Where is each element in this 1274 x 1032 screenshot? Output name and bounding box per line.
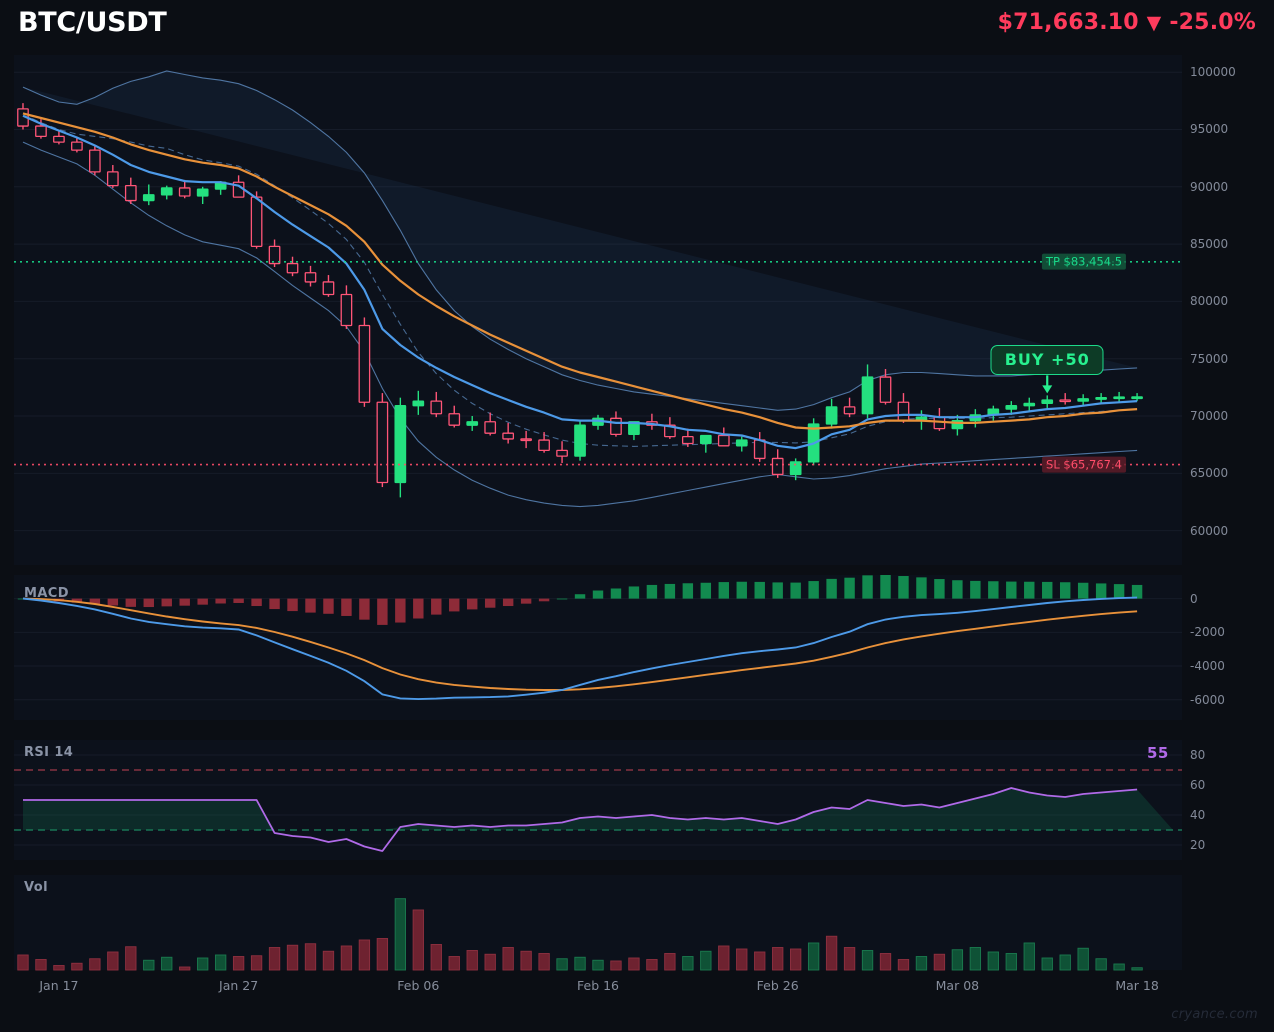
candlestick-series[interactable]	[17, 55, 1173, 498]
price-quote: $71,663.10 ▼ -25.0%	[998, 10, 1256, 35]
macd-panel: MACD	[0, 575, 1274, 720]
macd-ytick: 0	[1190, 591, 1198, 606]
volume-panel: Vol	[0, 875, 1274, 971]
macd-ytick: -2000	[1190, 625, 1225, 640]
macd-histogram	[17, 575, 1143, 625]
x-axis-tick-label: Jan 27	[219, 978, 259, 993]
macd-ytick: -6000	[1190, 692, 1225, 707]
rsi-panel: RSI 14 55	[0, 740, 1274, 860]
price-ytick: 100000	[1190, 65, 1236, 80]
macd-ytick: -4000	[1190, 659, 1225, 674]
price-plot-area[interactable]	[14, 55, 1182, 565]
buy-signal-badge[interactable]: BUY +50	[990, 345, 1104, 376]
x-axis-tick-label: Mar 18	[1115, 978, 1159, 993]
take-profit-label: TP $83,454.5	[1041, 253, 1127, 271]
price-ytick: 60000	[1190, 523, 1229, 538]
x-axis-tick-label: Jan 17	[39, 978, 79, 993]
x-axis-tick-label: Feb 16	[576, 978, 620, 993]
price-ytick: 95000	[1190, 122, 1229, 137]
volume-panel-title: Vol	[24, 880, 48, 895]
x-axis-tick-label: Mar 08	[935, 978, 980, 993]
trend-down-icon: ▼	[1146, 12, 1162, 34]
rsi-ytick: 40	[1190, 808, 1206, 822]
rsi-current-value: 55	[1147, 744, 1169, 762]
page-title: BTC/USDT	[18, 7, 167, 38]
watermark: cryance.com	[1171, 1007, 1258, 1022]
price-change: -25.0%	[1169, 10, 1256, 35]
macd-plot-area[interactable]	[14, 575, 1182, 720]
volume-plot-area[interactable]	[14, 875, 1182, 970]
volume-bars	[17, 898, 1143, 971]
last-price: $71,663.10	[997, 10, 1139, 35]
price-ytick: 90000	[1190, 179, 1229, 194]
price-ytick: 85000	[1190, 237, 1229, 252]
x-axis-tick-label: Feb 26	[756, 978, 799, 993]
rsi-ytick: 80	[1190, 748, 1206, 762]
chart-header: BTC/USDT $71,663.10 ▼ -25.0%	[0, 0, 1274, 46]
price-ytick: 75000	[1190, 351, 1229, 366]
rsi-panel-title: RSI 14	[24, 745, 74, 760]
macd-panel-title: MACD	[24, 586, 69, 601]
price-panel: TP $83,454.5 SL $65,767.4 BUY +50	[0, 55, 1274, 565]
rsi-ytick: 20	[1190, 838, 1206, 852]
signal-arrow-down-icon	[1042, 375, 1053, 394]
price-ytick: 65000	[1190, 466, 1229, 481]
rsi-ytick: 60	[1190, 778, 1206, 792]
price-ytick: 70000	[1190, 409, 1229, 423]
x-axis-tick-label: Feb 06	[397, 978, 440, 993]
stop-loss-label: SL $65,767.4	[1042, 456, 1126, 473]
price-ytick: 80000	[1190, 294, 1229, 309]
